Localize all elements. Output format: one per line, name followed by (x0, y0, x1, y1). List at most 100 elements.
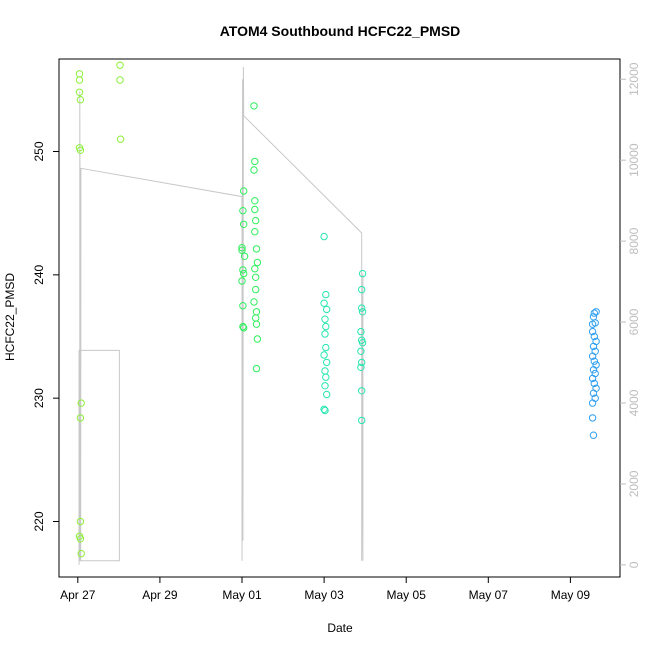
right-axis-tick-label: 2000 (627, 470, 641, 497)
data-point (589, 342, 598, 351)
data-point (250, 102, 258, 110)
y-tick-label: 240 (32, 265, 46, 285)
data-point (116, 61, 124, 69)
right-axis-tick-label: 10000 (627, 143, 641, 177)
data-point (590, 332, 598, 341)
right-axis-tick-label: 4000 (627, 389, 641, 416)
data-point (321, 406, 329, 415)
data-point (240, 252, 249, 260)
data-point (358, 308, 367, 316)
data-point (252, 285, 260, 294)
data-point (358, 387, 366, 395)
data-point (76, 517, 85, 526)
right-axis-tick-label: 0 (627, 561, 641, 568)
x-tick-label: May 05 (387, 588, 427, 602)
data-point (252, 320, 261, 328)
data-point (252, 273, 260, 281)
data-point (590, 379, 598, 388)
data-point (76, 146, 85, 155)
y-axis-label: HCFC22_PMSD (3, 273, 17, 361)
altitude-trace-line (78, 67, 364, 565)
data-point (323, 358, 331, 367)
data-point (358, 358, 366, 367)
data-point (252, 364, 261, 373)
data-point (253, 335, 262, 343)
data-point (357, 327, 365, 336)
data-point (240, 220, 248, 229)
data-point (588, 399, 597, 407)
data-point (589, 431, 598, 439)
data-point (76, 535, 85, 543)
data-point (239, 266, 247, 274)
data-point (77, 549, 85, 558)
y-tick-label: 250 (32, 141, 46, 161)
data-point (358, 285, 366, 294)
data-point (588, 414, 597, 422)
data-point (323, 390, 331, 399)
data-point (239, 322, 247, 331)
right-axis-tick-label: 12000 (627, 62, 641, 96)
data-point (238, 277, 246, 285)
data-point (240, 187, 248, 195)
data-point (322, 290, 330, 299)
data-point (238, 244, 246, 252)
data-point (76, 96, 85, 104)
data-point (76, 414, 85, 422)
data-point (251, 265, 259, 273)
data-point (321, 315, 329, 323)
data-point (320, 351, 328, 359)
data-point (588, 374, 597, 383)
data-point (251, 228, 259, 236)
axes-layer: Apr 27 Apr 29 May 01 May 03 May 05 May 07 May … (32, 62, 641, 602)
data-point (75, 76, 84, 84)
plot-frame (58, 58, 621, 578)
data-point (239, 302, 247, 310)
data-point (240, 324, 248, 332)
data-point (320, 232, 328, 241)
x-axis-label: Date (327, 621, 353, 635)
x-tick-label: Apr 29 (142, 588, 178, 602)
right-axis-tick-label: 6000 (627, 308, 641, 335)
y-tick-label: 230 (32, 388, 46, 408)
data-point (238, 246, 246, 254)
data-point (321, 382, 329, 390)
right-axis-tick-label: 8000 (627, 227, 641, 254)
data-point (320, 405, 328, 413)
data-point (253, 258, 262, 267)
data-point (321, 330, 329, 338)
y-tick-label: 220 (32, 511, 46, 531)
altitude-layer (78, 67, 364, 565)
data-point (77, 399, 85, 407)
data-point (590, 357, 598, 365)
chart-title: ATOM4 Southbound HCFC22_PMSD (220, 23, 461, 39)
data-point (116, 135, 125, 143)
data-point (251, 157, 259, 166)
data-point (250, 166, 258, 174)
data-point (358, 416, 366, 425)
data-point (590, 309, 598, 317)
data-point (591, 319, 599, 327)
data-point (323, 305, 331, 314)
data-point (251, 205, 259, 214)
data-point (240, 269, 248, 278)
points-layer (75, 61, 600, 558)
data-point (358, 269, 367, 278)
data-point (358, 339, 367, 347)
data-point (589, 366, 598, 374)
x-tick-label: May 03 (304, 588, 344, 602)
data-point (116, 76, 124, 84)
data-point (320, 299, 328, 307)
data-point (250, 298, 258, 306)
data-point (322, 373, 330, 381)
x-tick-label: May 01 (222, 588, 262, 602)
data-point (358, 304, 366, 312)
data-point (322, 343, 330, 352)
data-point (589, 389, 598, 397)
data-point (252, 245, 261, 253)
data-point (252, 216, 260, 225)
data-point (239, 207, 247, 215)
x-tick-label: May 09 (551, 588, 591, 602)
